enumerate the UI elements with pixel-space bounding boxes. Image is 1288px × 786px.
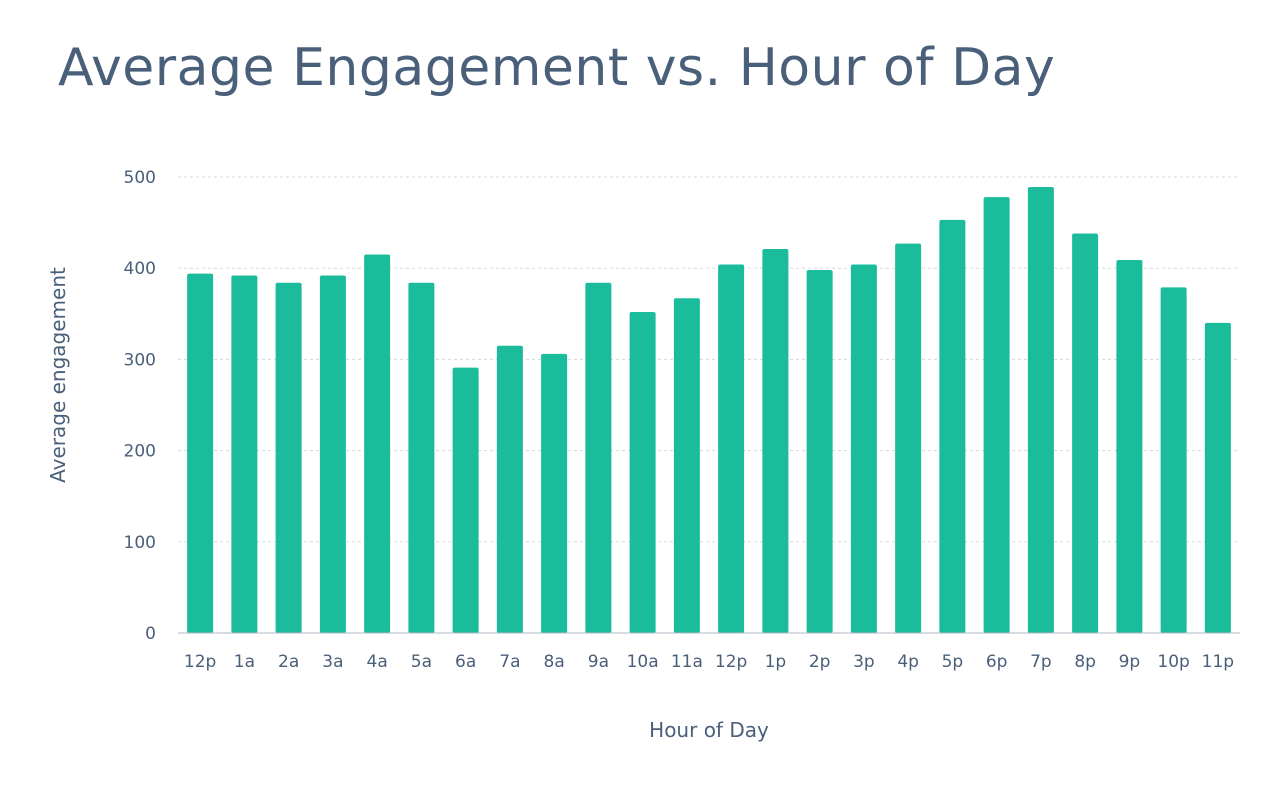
x-tick-label: 11p <box>1202 652 1234 672</box>
gridlines <box>178 176 1240 543</box>
y-tick-label: 0 <box>145 624 156 644</box>
x-tick-label: 5p <box>942 652 964 672</box>
bar <box>187 273 214 633</box>
y-tick-label: 300 <box>124 350 156 370</box>
x-tick-label: 9p <box>1119 652 1141 672</box>
bar <box>718 264 745 633</box>
x-tick-label: 11a <box>671 652 703 672</box>
x-tick-label: 7a <box>499 652 520 672</box>
chart-title: Average Engagement vs. Hour of Day <box>58 38 1056 98</box>
x-tick-label: 8p <box>1074 652 1096 672</box>
x-tick-label: 6a <box>455 652 476 672</box>
bar <box>895 243 922 634</box>
bar <box>1072 233 1099 633</box>
bar <box>585 282 612 633</box>
bar <box>452 367 479 633</box>
x-tick-label: 1a <box>234 652 255 672</box>
bar <box>673 298 700 633</box>
x-tick-label: 12p <box>715 652 747 672</box>
x-tick-label: 4a <box>367 652 388 672</box>
bar <box>231 275 258 633</box>
bar <box>364 254 391 633</box>
x-axis-title: Hour of Day <box>649 718 769 742</box>
x-tick-label: 5a <box>411 652 432 672</box>
x-tick-label: 7p <box>1030 652 1052 672</box>
x-tick-label: 3a <box>322 652 343 672</box>
x-tick-label: 10p <box>1157 652 1189 672</box>
x-tick-label: 4p <box>897 652 919 672</box>
x-axis-ticks: 12p 1a 2a 3a 4a 5a 6a 7a 8a 9a 10a 11a 12p 1p 2p 3p 4p 5p… <box>184 652 1234 672</box>
x-tick-label: 10a <box>627 652 659 672</box>
x-tick-label: 12p <box>184 652 216 672</box>
bar <box>629 311 656 633</box>
y-tick-label: 200 <box>124 442 156 462</box>
bar <box>408 282 435 633</box>
y-axis-ticks: 0 100 200 300 400 500 <box>124 168 156 644</box>
bar <box>541 353 568 633</box>
y-tick-label: 100 <box>124 533 156 553</box>
bar <box>806 270 833 633</box>
x-tick-label: 2a <box>278 652 299 672</box>
bar <box>1116 259 1143 633</box>
y-tick-label: 500 <box>124 168 156 188</box>
bar <box>319 275 346 633</box>
bars <box>187 187 1231 634</box>
y-axis-title: Average engagement <box>46 267 70 483</box>
x-tick-label: 6p <box>986 652 1008 672</box>
bar <box>850 264 877 633</box>
bar <box>1160 287 1187 633</box>
bar <box>983 197 1010 633</box>
bar <box>496 345 523 633</box>
bar <box>939 219 966 633</box>
x-tick-label: 2p <box>809 652 831 672</box>
y-tick-label: 400 <box>124 259 156 279</box>
x-tick-label: 8a <box>544 652 565 672</box>
bar <box>275 282 302 633</box>
bar <box>1027 187 1054 634</box>
x-tick-label: 9a <box>588 652 609 672</box>
x-tick-label: 3p <box>853 652 875 672</box>
x-tick-label: 1p <box>765 652 787 672</box>
bar <box>762 249 789 633</box>
bar <box>1204 322 1231 633</box>
